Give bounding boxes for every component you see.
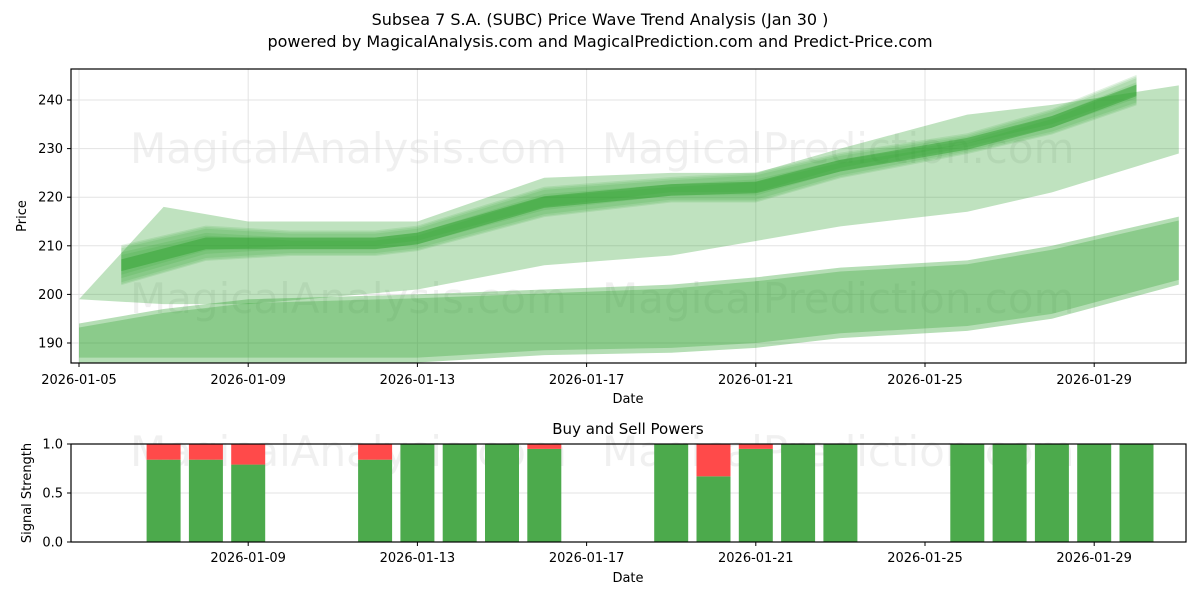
- x-tick-label: 2026-01-05: [41, 373, 117, 388]
- watermark-group: MagicalAnalysis.com MagicalPrediction.com…: [130, 124, 1075, 323]
- sell-bar: [696, 444, 731, 477]
- x-tick-label: 2026-01-29: [1056, 373, 1132, 388]
- buy-bar: [485, 444, 519, 542]
- x-axis-label: Date: [612, 571, 643, 586]
- y-axis-label: Price: [15, 200, 30, 232]
- x-tick-label: 2026-01-17: [549, 373, 625, 388]
- y-tick-label: 1.0: [42, 438, 63, 453]
- sell-bar: [146, 444, 181, 460]
- x-tick-label: 2026-01-17: [549, 551, 625, 566]
- sell-bar: [527, 444, 562, 449]
- buy-bar: [442, 444, 477, 542]
- x-tick-label: 2026-01-13: [380, 551, 456, 566]
- x-axis-label: Date: [612, 392, 643, 407]
- buy-bar: [527, 448, 562, 542]
- buy-bar: [696, 476, 731, 542]
- buy-sell-power-plot: MagicalAnalysis.comMagicalPrediction.com…: [20, 420, 1187, 586]
- y-tick-label: 200: [38, 288, 63, 303]
- wave-band: [79, 220, 1179, 358]
- x-tick-label: 2026-01-09: [210, 551, 286, 566]
- y-tick-label: 190: [38, 337, 63, 352]
- buy-bar: [950, 444, 985, 542]
- x-tick-label: 2026-01-25: [887, 373, 963, 388]
- chart-subtitle: powered by MagicalAnalysis.com and Magic…: [267, 32, 933, 51]
- sell-bar: [738, 444, 773, 449]
- y-tick-label: 0.5: [42, 487, 63, 502]
- buy-bar: [1077, 444, 1112, 542]
- x-tick-label: 2026-01-21: [718, 551, 794, 566]
- y-tick-label: 240: [38, 94, 63, 109]
- chart-title: Subsea 7 S.A. (SUBC) Price Wave Trend An…: [371, 10, 829, 29]
- watermark-text: MagicalAnalysis.com: [130, 274, 567, 323]
- price-wave-plot: MagicalAnalysis.com MagicalPrediction.com…: [15, 68, 1187, 407]
- x-tick-label: 2026-01-29: [1056, 551, 1132, 566]
- buy-bar: [400, 444, 435, 542]
- buy-bar: [1034, 444, 1069, 542]
- x-tick-label: 2026-01-25: [887, 551, 963, 566]
- sell-bar: [358, 444, 393, 460]
- y-tick-label: 0.0: [42, 536, 63, 551]
- wave-band: [79, 216, 1179, 363]
- buy-bar: [823, 444, 858, 542]
- y-tick-label: 220: [38, 191, 63, 206]
- y-tick-label: 230: [38, 142, 63, 157]
- y-tick-label: 210: [38, 239, 63, 254]
- x-tick-label: 2026-01-13: [380, 373, 456, 388]
- buy-bar: [358, 459, 393, 542]
- buy-bar: [654, 444, 689, 542]
- sell-bar: [188, 444, 223, 460]
- x-tick-label: 2026-01-09: [210, 373, 286, 388]
- buy-bar: [992, 444, 1027, 542]
- x-tick-label: 2026-01-21: [718, 373, 794, 388]
- sell-bar: [231, 444, 266, 465]
- buy-bar: [781, 444, 816, 542]
- watermark-text: MagicalPrediction.com: [602, 124, 1075, 173]
- buy-bar: [188, 459, 223, 542]
- watermark-text: MagicalPrediction.com: [602, 274, 1075, 323]
- buy-bar: [1119, 444, 1154, 542]
- buy-bar: [231, 464, 266, 542]
- wave-band: [79, 85, 1179, 305]
- buy-bar: [738, 448, 773, 542]
- buy-bar: [146, 459, 181, 542]
- bar-chart-title: Buy and Sell Powers: [552, 420, 704, 438]
- watermark-text: MagicalAnalysis.com: [130, 124, 567, 173]
- y-axis-label: Signal Strength: [20, 443, 35, 543]
